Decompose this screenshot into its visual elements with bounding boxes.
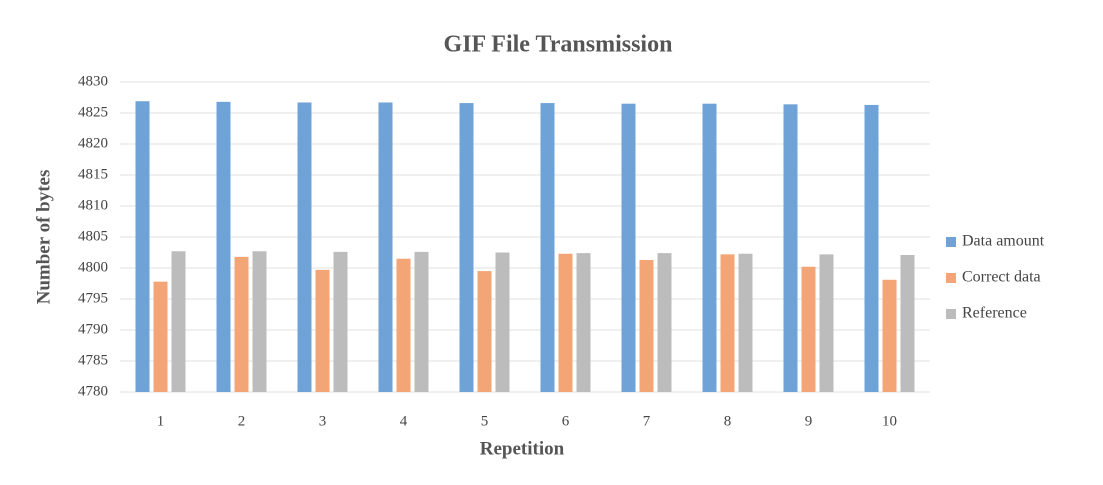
bar [639, 259, 654, 392]
bar [819, 254, 834, 392]
bar [900, 254, 915, 392]
y-tick-label: 4825 [78, 104, 108, 120]
y-tick-label: 4820 [78, 135, 108, 151]
bar [171, 251, 186, 392]
legend-label: Data amount [962, 233, 1045, 250]
bar [459, 103, 474, 392]
bar [540, 103, 555, 392]
bar [315, 269, 330, 392]
bar [252, 251, 267, 392]
bar [558, 253, 573, 392]
y-tick-label: 4815 [78, 166, 108, 182]
bar [882, 279, 897, 392]
bar [621, 103, 636, 392]
bar [477, 271, 492, 392]
bar [702, 103, 717, 392]
x-axis-label: Repetition [480, 438, 565, 459]
bar [297, 102, 312, 393]
y-tick-label: 4800 [78, 259, 108, 275]
y-tick-label: 4780 [78, 383, 108, 399]
bar [333, 251, 348, 392]
x-tick-label: 9 [805, 413, 813, 429]
y-tick-label: 4805 [78, 228, 108, 244]
x-tick-label: 10 [882, 413, 897, 429]
legend-swatch [946, 309, 956, 319]
y-tick-label: 4790 [78, 321, 108, 337]
x-tick-label: 8 [724, 413, 732, 429]
y-axis-label: Number of bytes [33, 170, 54, 305]
x-tick-label: 1 [157, 413, 165, 429]
legend-label: Correct data [962, 269, 1041, 286]
x-tick-label: 4 [400, 413, 408, 429]
y-tick-label: 4785 [78, 352, 108, 368]
bar [378, 102, 393, 393]
bar [720, 254, 735, 392]
chart-title: GIF File Transmission [444, 32, 673, 58]
bar [738, 253, 753, 392]
bar [234, 256, 249, 392]
bar [153, 281, 168, 392]
x-tick-label: 5 [481, 413, 489, 429]
bar [783, 104, 798, 392]
bar [414, 251, 429, 392]
bar [396, 258, 411, 392]
bar [135, 101, 150, 392]
legend-swatch [946, 273, 956, 283]
x-tick-label: 6 [562, 413, 570, 429]
x-tick-label: 3 [319, 413, 327, 429]
bar [657, 253, 672, 392]
bar [801, 266, 816, 392]
x-tick-label: 7 [643, 413, 651, 429]
bar [216, 101, 231, 392]
y-tick-label: 4810 [78, 197, 108, 213]
y-tick-label: 4830 [78, 73, 108, 89]
legend-label: Reference [962, 305, 1027, 322]
bar [495, 252, 510, 392]
bar [864, 104, 879, 392]
legend-swatch [946, 237, 956, 247]
y-tick-label: 4795 [78, 290, 108, 306]
bar [576, 253, 591, 392]
x-tick-label: 2 [238, 413, 246, 429]
